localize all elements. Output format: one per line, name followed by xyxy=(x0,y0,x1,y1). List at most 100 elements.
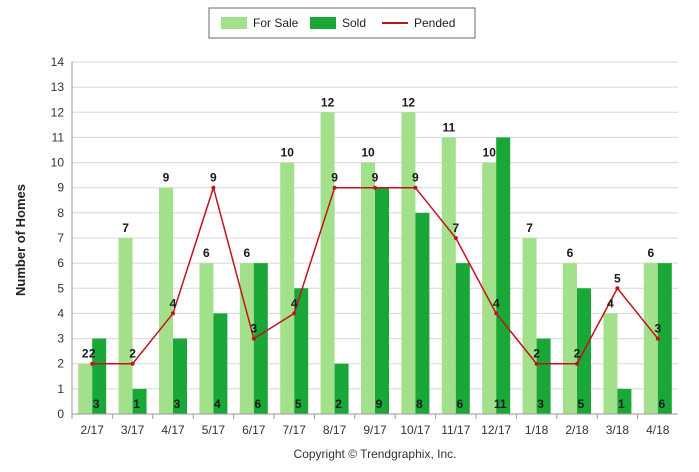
bar-for-sale xyxy=(159,187,173,414)
bar-sold xyxy=(375,187,389,414)
y-tick-label: 11 xyxy=(52,130,65,144)
x-tick-label: 8/17 xyxy=(323,423,347,437)
for-sale-value-label: 6 xyxy=(243,246,250,260)
y-tick-label: 2 xyxy=(57,357,64,371)
for-sale-value-label: 10 xyxy=(483,146,497,160)
for-sale-value-label: 6 xyxy=(567,246,574,260)
sold-value-label: 6 xyxy=(658,397,665,411)
x-tick-label: 4/17 xyxy=(161,423,185,437)
sold-value-label: 5 xyxy=(295,397,302,411)
pended-value-label: 5 xyxy=(614,271,621,285)
bar-sold xyxy=(617,388,632,414)
bar-for-sale xyxy=(441,137,456,414)
sold-value-label: 9 xyxy=(376,397,383,411)
pended-point xyxy=(171,311,175,316)
for-sale-value-label: 6 xyxy=(203,246,210,260)
sold-value-label: 3 xyxy=(537,397,544,411)
for-sale-value-label: 10 xyxy=(361,146,375,160)
legend-label-pended: Pended xyxy=(414,16,455,30)
y-tick-label: 5 xyxy=(57,281,64,295)
sold-value-label: 3 xyxy=(93,397,100,411)
legend: For Sale Sold Pended xyxy=(208,7,476,39)
bar-for-sale xyxy=(320,112,335,415)
bar-sold xyxy=(455,263,470,414)
y-tick-label: 1 xyxy=(57,382,64,396)
y-tick-label: 6 xyxy=(57,256,64,270)
legend-swatch-sold xyxy=(310,17,336,29)
bar-for-sale xyxy=(239,263,254,414)
bar-sold xyxy=(334,363,349,414)
legend-box xyxy=(208,7,476,39)
x-tick-label: 3/18 xyxy=(606,423,630,437)
y-tick-label: 14 xyxy=(51,55,65,69)
sold-value-label: 11 xyxy=(494,397,507,411)
x-tick-label: 3/17 xyxy=(121,423,145,437)
pended-point xyxy=(332,185,337,190)
pended-value-label: 9 xyxy=(372,171,379,185)
bar-for-sale xyxy=(361,162,375,414)
sold-value-label: 5 xyxy=(578,397,585,411)
sold-value-label: 3 xyxy=(174,397,181,411)
sold-value-label: 4 xyxy=(214,397,221,411)
bar-sold xyxy=(536,338,551,414)
pended-value-label: 3 xyxy=(654,322,661,336)
pended-value-label: 2 xyxy=(574,347,581,361)
bar-for-sale xyxy=(643,263,658,414)
y-tick-label: 7 xyxy=(57,231,64,245)
x-tick-label: 7/17 xyxy=(283,423,307,437)
bar-sold xyxy=(132,388,147,414)
sold-value-label: 2 xyxy=(335,397,342,411)
x-tick-label: 1/18 xyxy=(525,423,549,437)
x-tick-label: 4/18 xyxy=(646,423,670,437)
for-sale-value-label: 12 xyxy=(402,95,416,109)
pended-point xyxy=(615,286,620,291)
pended-value-label: 2 xyxy=(89,347,96,361)
pended-point xyxy=(373,185,377,190)
pended-value-label: 4 xyxy=(170,296,177,310)
y-tick-label: 9 xyxy=(57,181,64,195)
pended-point xyxy=(211,185,216,190)
pended-point xyxy=(494,311,499,316)
bar-for-sale xyxy=(199,263,214,414)
for-sale-value-label: 6 xyxy=(647,246,654,260)
x-tick-label: 11/17 xyxy=(441,423,470,437)
pended-value-label: 7 xyxy=(452,221,459,235)
bar-for-sale xyxy=(401,112,416,415)
for-sale-value-label: 4 xyxy=(607,296,614,310)
for-sale-value-label: 9 xyxy=(163,171,170,185)
x-tick-label: 6/17 xyxy=(242,423,266,437)
bar-sold xyxy=(173,338,187,414)
sold-value-label: 6 xyxy=(254,397,261,411)
bar-sold xyxy=(92,338,107,414)
legend-swatch-for-sale xyxy=(221,17,247,29)
pended-point xyxy=(453,236,458,240)
pended-value-label: 9 xyxy=(210,171,217,185)
x-tick-label: 10/17 xyxy=(400,423,430,437)
pended-value-label: 2 xyxy=(533,347,540,361)
x-tick-label: 5/17 xyxy=(202,423,226,437)
sold-value-label: 1 xyxy=(618,397,625,411)
for-sale-value-label: 7 xyxy=(526,221,533,235)
bar-for-sale xyxy=(78,363,93,414)
sold-value-label: 1 xyxy=(133,397,140,411)
bar-for-sale xyxy=(482,162,497,414)
pended-point xyxy=(90,361,95,366)
y-axis-label: Number of Homes xyxy=(13,184,28,296)
bar-sold xyxy=(213,313,228,414)
bar-sold xyxy=(294,288,309,414)
sold-value-label: 6 xyxy=(456,397,463,411)
pended-point xyxy=(292,311,297,316)
bar-sold xyxy=(657,263,672,414)
bar-sold xyxy=(415,212,430,414)
pended-point xyxy=(130,361,135,366)
for-sale-value-label: 2 xyxy=(82,347,89,361)
bar-sold xyxy=(496,137,511,414)
y-tick-label: 10 xyxy=(51,156,65,170)
pended-value-label: 4 xyxy=(493,296,500,310)
pended-point xyxy=(534,361,539,366)
bar-for-sale xyxy=(118,238,133,414)
pended-value-label: 2 xyxy=(129,347,136,361)
